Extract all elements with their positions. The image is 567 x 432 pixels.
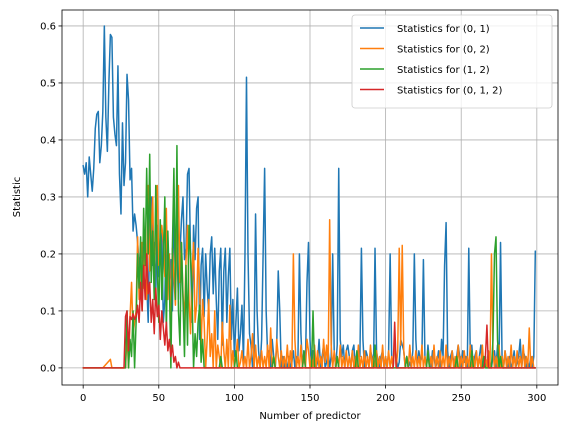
y-tick-label-2: 0.2 <box>40 249 56 260</box>
legend-label-2: Statistics for (1, 2) <box>397 65 490 76</box>
x-tick-label-5: 250 <box>452 393 471 404</box>
legend-box <box>351 14 553 109</box>
x-tick-label-3: 150 <box>300 393 319 404</box>
x-tick-label-2: 100 <box>225 393 244 404</box>
series-line-3 <box>82 253 537 369</box>
legend: Statistics for (0, 1) Statistics for (0, … <box>351 14 553 109</box>
legend-label-1: Statistics for (0, 2) <box>397 45 490 56</box>
x-tick-label-0: 0 <box>80 393 86 404</box>
y-axis-label: Statistic <box>12 177 23 218</box>
y-tick-label-6: 0.6 <box>40 21 56 32</box>
y-tick-label-1: 0.1 <box>40 306 56 317</box>
x-tick-label-6: 300 <box>527 393 546 404</box>
series-line-0 <box>82 25 537 369</box>
y-tick-label-0: 0.0 <box>40 363 56 374</box>
x-tick-label-1: 50 <box>152 393 165 404</box>
axis-ticks: 0 50 100 150 200 250 300 0.0 0.1 0.2 0.3 0.4 0.5 0.6 <box>40 21 546 404</box>
series-layer <box>82 25 537 369</box>
x-axis-label: Number of predictor <box>259 411 361 422</box>
x-tick-label-4: 200 <box>376 393 395 404</box>
legend-label-0: Statistics for (0, 1) <box>397 24 490 35</box>
y-tick-label-3: 0.3 <box>40 192 56 203</box>
y-tick-label-5: 0.5 <box>40 78 56 89</box>
y-tick-label-4: 0.4 <box>40 135 56 146</box>
legend-label-3: Statistics for (0, 1, 2) <box>397 86 503 97</box>
